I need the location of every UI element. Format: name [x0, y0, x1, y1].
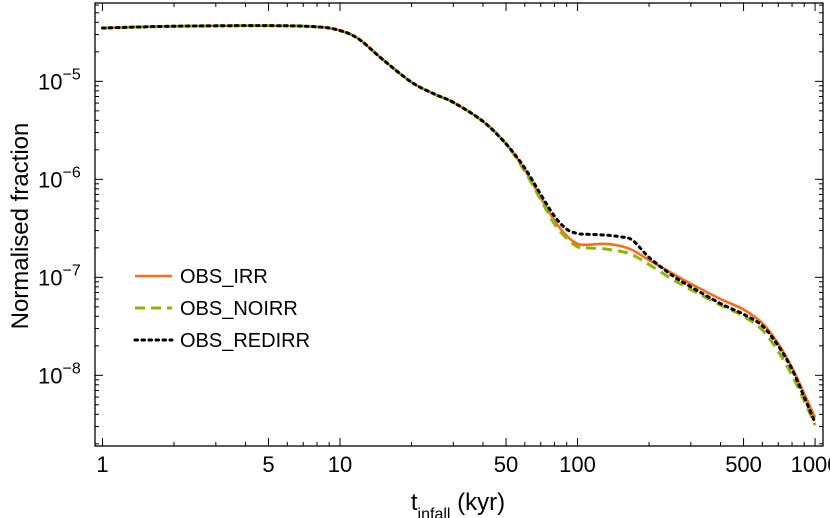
plot-frame: [94, 2, 824, 447]
y-tick-label: 10−5: [38, 66, 81, 94]
x-tick-label: 1: [96, 452, 108, 477]
axis-ticks: [95, 3, 823, 446]
y-axis-label: Normalised fraction: [7, 123, 34, 330]
tick-labels: 1 5 10 50 100 500 1000 10−5 10−6 10−7 10−8: [38, 66, 830, 477]
series-line-obs-redirr: [100, 24, 817, 424]
legend-label: OBS_REDIRR: [180, 330, 310, 352]
x-tick-label: 10: [328, 452, 352, 477]
legend: OBS_IRR OBS_NOIRR OBS_REDIRR: [133, 266, 310, 352]
series-line-obs-irr: [102, 24, 817, 419]
y-tick-label: 10−6: [38, 164, 81, 192]
y-tick-label: 10−8: [38, 360, 81, 388]
series-lines: [100, 24, 817, 426]
x-tick-label: 500: [725, 452, 762, 477]
series-line-obs-noirr: [102, 24, 817, 426]
legend-label: OBS_IRR: [180, 266, 268, 288]
x-tick-label: 1000: [791, 452, 830, 477]
legend-label: OBS_NOIRR: [180, 298, 298, 320]
x-axis-label: tinfall (kyr): [411, 489, 505, 518]
x-tick-label: 5: [262, 452, 274, 477]
y-tick-label: 10−7: [38, 262, 81, 290]
x-tick-label: 100: [559, 452, 596, 477]
x-tick-label: 50: [494, 452, 518, 477]
